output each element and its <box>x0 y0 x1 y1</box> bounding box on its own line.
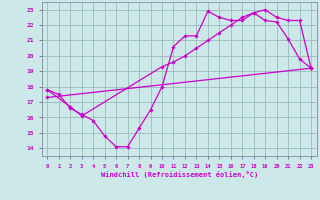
X-axis label: Windchill (Refroidissement éolien,°C): Windchill (Refroidissement éolien,°C) <box>100 171 258 178</box>
